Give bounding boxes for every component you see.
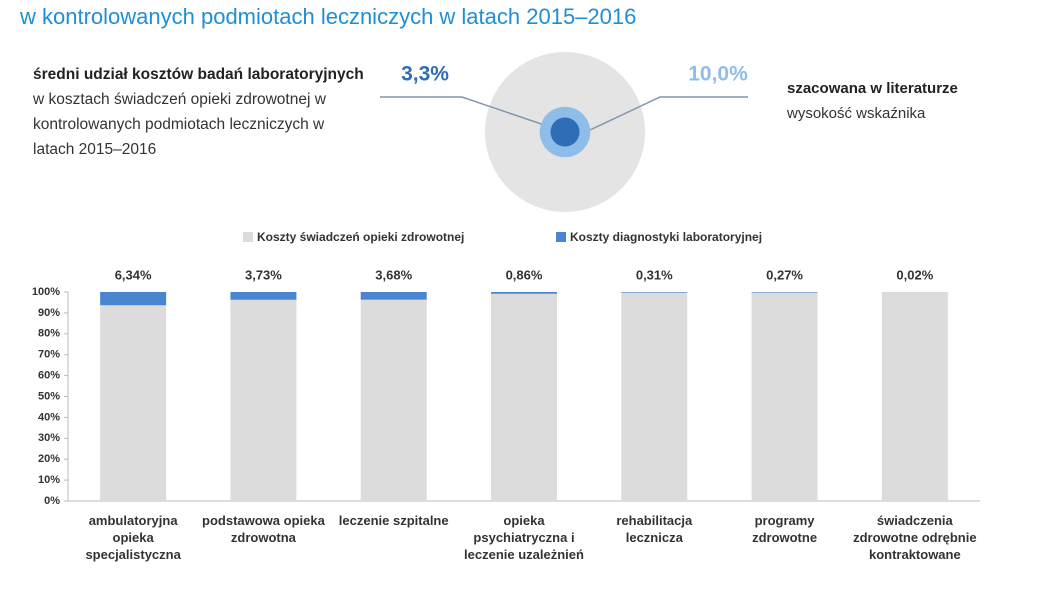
description-text: wysokość wskaźnika <box>787 105 926 122</box>
description: średni udział kosztów badań laboratoryjn… <box>33 62 368 162</box>
data-label: 0,27% <box>766 267 803 282</box>
description-bold: szacowana w literaturze <box>787 80 958 97</box>
x-tick-label: programy zdrowotne <box>752 513 818 545</box>
y-tick-label: 10% <box>38 474 60 486</box>
x-tick-label: podstawowa opieka zdrowotna <box>202 513 325 545</box>
x-tick-label: leczenie szpitalne <box>338 513 449 528</box>
bar-segment <box>491 293 557 501</box>
description-text: w kosztach świadczeń opieki zdrowotnej w… <box>33 91 326 158</box>
bar-segment <box>621 292 688 293</box>
x-tick-label: świadczenia zdrowotne odrębnie kontrakto… <box>853 513 977 562</box>
y-tick-label: 30% <box>38 432 60 444</box>
y-tick-label: 80% <box>38 328 60 340</box>
leader-line <box>380 96 554 129</box>
y-tick-label: 100% <box>32 286 60 298</box>
bar-segment <box>360 292 427 300</box>
y-tick-label: 70% <box>38 349 60 361</box>
data-label: 0,86% <box>506 267 543 282</box>
y-tick-label: 40% <box>38 411 60 423</box>
x-tick-label: ambulatoryjna opieka specjalistyczna <box>85 513 181 562</box>
legend-label: Koszty świadczeń opieki zdrowotnej <box>257 230 464 244</box>
description: szacowana w literaturze wysokość wskaźnik… <box>787 76 1027 126</box>
indicator-label: 10,0% <box>688 63 748 86</box>
legend-swatch <box>556 232 566 242</box>
page-title: w kontrolowanych podmiotach leczniczych … <box>20 4 637 29</box>
bar-segment <box>621 292 688 501</box>
data-label: 0,02% <box>896 267 933 282</box>
legend-swatch <box>243 232 253 242</box>
description-bold: średni udział kosztów badań laboratoryjn… <box>33 66 364 83</box>
x-tick-label: rehabilitacja lecznicza <box>616 513 693 545</box>
bar-segment <box>881 292 948 501</box>
bar-segment <box>360 299 427 501</box>
y-tick-label: 50% <box>38 390 60 402</box>
bar-segment <box>230 299 297 501</box>
y-tick-label: 0% <box>44 495 60 507</box>
y-tick-label: 60% <box>38 370 60 382</box>
data-label: 3,73% <box>245 267 282 282</box>
y-tick-label: 90% <box>38 307 60 319</box>
bar-segment <box>751 292 818 293</box>
x-tick-label: opieka psychiatryczna i leczenie uzależn… <box>464 513 584 562</box>
bar-segment <box>751 292 818 501</box>
indicator-circle <box>550 117 580 147</box>
bar-segment <box>100 305 167 501</box>
data-label: 6,34% <box>115 267 152 282</box>
bar-segment <box>100 292 167 306</box>
indicator-label: 3,3% <box>401 63 449 86</box>
bar-segment <box>230 292 297 300</box>
leader-line <box>589 96 748 131</box>
legend-label: Koszty diagnostyki laboratoryjnej <box>570 230 762 244</box>
data-label: 3,68% <box>375 267 412 282</box>
bar-segment <box>491 292 557 294</box>
y-tick-label: 20% <box>38 453 60 465</box>
data-label: 0,31% <box>636 267 673 282</box>
